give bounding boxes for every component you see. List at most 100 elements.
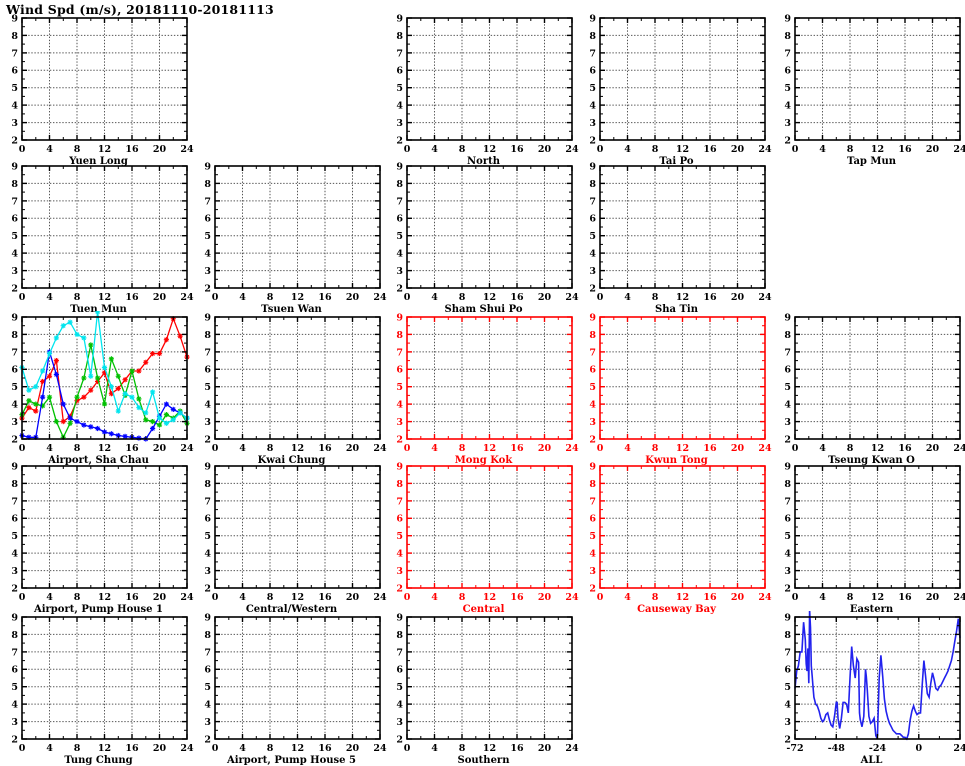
x-tick-label: 20 xyxy=(538,144,552,155)
plot-svg: 2 3 4 5 6 7 8 9 0 4 8 12 16 20 24 xyxy=(784,312,965,454)
y-tick-label: 2 xyxy=(396,434,403,445)
y-tick-label: 3 xyxy=(396,566,403,577)
y-tick-label: 4 xyxy=(11,101,18,112)
series-marker-red xyxy=(156,351,163,357)
chart-panel-tap-mun[interactable]: 2 3 4 5 6 7 8 9 0 4 8 12 16 20 24 Tap Mun xyxy=(773,12,965,167)
series-marker-blue xyxy=(67,415,73,421)
x-tick-label: 16 xyxy=(898,443,912,454)
plot-frame xyxy=(21,465,188,589)
series-marker-green xyxy=(156,422,163,428)
y-tick-label: 8 xyxy=(396,330,403,341)
y-tick-label: 2 xyxy=(11,283,18,294)
y-tick-label: 2 xyxy=(11,583,18,594)
plot-svg: 2 3 4 5 6 7 8 9 0 4 8 12 16 20 24 xyxy=(204,312,387,454)
x-tick-label: 16 xyxy=(510,592,524,603)
y-tick-label: 5 xyxy=(204,682,211,693)
y-tick-label: 5 xyxy=(396,231,403,242)
x-tick-label: 16 xyxy=(510,743,524,754)
panel-title: Mong Kok xyxy=(454,455,513,466)
chart-panel-yuen-long[interactable]: 2 3 4 5 6 7 8 9 0 4 8 12 16 20 24 Yuen Long xyxy=(0,12,197,167)
series-marker-blue xyxy=(53,371,59,378)
y-tick-label: 6 xyxy=(204,214,211,225)
x-tick-label: 4 xyxy=(431,443,438,454)
x-tick-label: 4 xyxy=(431,592,438,603)
y-tick-label: 2 xyxy=(589,583,596,594)
x-tick-label: -72 xyxy=(786,743,803,754)
x-tick-label: 24 xyxy=(758,292,772,303)
x-tick-label: 24 xyxy=(180,743,194,754)
chart-panel-north[interactable]: 2 3 4 5 6 7 8 9 0 4 8 12 16 20 24 North xyxy=(385,12,582,167)
series-marker-red xyxy=(150,351,156,357)
y-tick-label: 7 xyxy=(11,196,18,207)
y-tick-label: 9 xyxy=(396,612,403,623)
chart-panel-airport-sha-chau[interactable]: 2 3 4 5 6 7 8 9 0 4 8 12 16 20 24 Airport, Sha Chau xyxy=(0,311,197,466)
plot-svg: 2 3 4 5 6 7 8 9 0 4 8 12 16 20 24 xyxy=(204,612,387,754)
chart-panel-tung-chung[interactable]: 2 3 4 5 6 7 8 9 0 4 8 12 16 20 24 Tung Chung xyxy=(0,611,197,766)
y-tick-label: 7 xyxy=(589,347,596,358)
x-tick-label: 12 xyxy=(98,443,111,454)
series-marker-cyan xyxy=(115,408,121,414)
y-tick-label: 9 xyxy=(589,161,596,172)
series-marker-cyan xyxy=(170,417,176,423)
y-tick-label: 2 xyxy=(784,434,791,445)
chart-panel-sha-tin[interactable]: 2 3 4 5 6 7 8 9 0 4 8 12 16 20 24 Sha Tin xyxy=(578,160,775,315)
chart-panel-kwai-chung[interactable]: 2 3 4 5 6 7 8 9 0 4 8 12 16 20 24 Kwai Chung xyxy=(193,311,390,466)
x-tick-label: 4 xyxy=(819,144,826,155)
chart-panel-all[interactable]: 2 3 4 5 6 7 8 9 -72 -48 -24 0 24 ALL xyxy=(773,611,965,766)
plot-svg: 2 3 4 5 6 7 8 9 0 4 8 12 16 20 24 xyxy=(589,461,772,603)
series-marker-cyan xyxy=(33,384,39,390)
chart-panel-tuen-mun[interactable]: 2 3 4 5 6 7 8 9 0 4 8 12 16 20 24 Tuen Mun xyxy=(0,160,197,315)
y-tick-label: 6 xyxy=(396,214,403,225)
series-marker-blue xyxy=(115,432,121,439)
y-tick-label: 5 xyxy=(589,83,596,94)
plot-svg: 2 3 4 5 6 7 8 9 0 4 8 12 16 20 24 xyxy=(396,312,579,454)
x-tick-label: 0 xyxy=(212,592,219,603)
chart-panel-kwun-tong[interactable]: 2 3 4 5 6 7 8 9 0 4 8 12 16 20 24 Kwun Tong xyxy=(578,311,775,466)
chart-panel-southern[interactable]: 2 3 4 5 6 7 8 9 0 4 8 12 16 20 24 Southern xyxy=(385,611,582,766)
x-tick-label: 8 xyxy=(652,443,659,454)
chart-panel-causeway-bay[interactable]: 2 3 4 5 6 7 8 9 0 4 8 12 16 20 24 Causeway Bay xyxy=(578,460,775,615)
y-tick-label: 3 xyxy=(589,118,596,129)
y-tick-label: 8 xyxy=(396,31,403,42)
series-marker-cyan xyxy=(95,311,101,315)
series-marker-blue xyxy=(150,425,156,432)
series-marker-cyan xyxy=(67,319,73,325)
panel-title: Sham Shui Po xyxy=(444,304,523,315)
y-tick-label: 8 xyxy=(784,479,791,490)
x-tick-label: 0 xyxy=(404,144,411,155)
x-tick-label: 20 xyxy=(153,443,167,454)
chart-panel-tsuen-wan[interactable]: 2 3 4 5 6 7 8 9 0 4 8 12 16 20 24 Tsuen Wan xyxy=(193,160,390,315)
chart-panel-tai-po[interactable]: 2 3 4 5 6 7 8 9 0 4 8 12 16 20 24 Tai Po xyxy=(578,12,775,167)
x-tick-label: 0 xyxy=(597,292,604,303)
y-tick-label: 8 xyxy=(204,330,211,341)
chart-panel-airport-pump-house-5[interactable]: 2 3 4 5 6 7 8 9 0 4 8 12 16 20 24 Airport, Pump House 5 xyxy=(193,611,390,766)
x-tick-label: 4 xyxy=(624,592,631,603)
x-tick-label: -48 xyxy=(828,743,846,754)
plot-svg: 2 3 4 5 6 7 8 9 0 4 8 12 16 20 24 xyxy=(396,461,579,603)
chart-panel-airport-pump-house-1[interactable]: 2 3 4 5 6 7 8 9 0 4 8 12 16 20 24 Airport, Pump House 1 xyxy=(0,460,197,615)
x-tick-label: 0 xyxy=(19,743,26,754)
y-tick-label: 5 xyxy=(396,531,403,542)
chart-panel-sham-shui-po[interactable]: 2 3 4 5 6 7 8 9 0 4 8 12 16 20 24 Sham Shui Po xyxy=(385,160,582,315)
series-marker-blue xyxy=(108,431,114,437)
plot-frame xyxy=(599,316,766,440)
chart-panel-mong-kok[interactable]: 2 3 4 5 6 7 8 9 0 4 8 12 16 20 24 Mong Kok xyxy=(385,311,582,466)
plot-frame xyxy=(406,465,573,589)
chart-panel-central[interactable]: 2 3 4 5 6 7 8 9 0 4 8 12 16 20 24 Central xyxy=(385,460,582,615)
chart-panel-central-western[interactable]: 2 3 4 5 6 7 8 9 0 4 8 12 16 20 24 Central/Western xyxy=(193,460,390,615)
plot-frame xyxy=(21,616,188,740)
chart-panel-eastern[interactable]: 2 3 4 5 6 7 8 9 0 4 8 12 16 20 24 Eastern xyxy=(773,460,965,615)
y-tick-label: 2 xyxy=(11,734,18,745)
y-tick-label: 4 xyxy=(784,549,791,560)
y-tick-label: 3 xyxy=(784,118,791,129)
chart-panel-tseung-kwan-o[interactable]: 2 3 4 5 6 7 8 9 0 4 8 12 16 20 24 Tseung Kwan O xyxy=(773,311,965,466)
y-tick-label: 7 xyxy=(204,196,211,207)
series-marker-green xyxy=(129,368,135,374)
series-marker-green xyxy=(88,342,94,348)
series-marker-green xyxy=(163,412,169,418)
x-tick-label: 24 xyxy=(565,592,579,603)
x-tick-label: 8 xyxy=(74,443,81,454)
x-tick-label: 12 xyxy=(871,443,884,454)
plot-svg: 2 3 4 5 6 7 8 9 0 4 8 12 16 20 24 xyxy=(11,161,194,303)
series-marker-blue xyxy=(88,424,94,430)
